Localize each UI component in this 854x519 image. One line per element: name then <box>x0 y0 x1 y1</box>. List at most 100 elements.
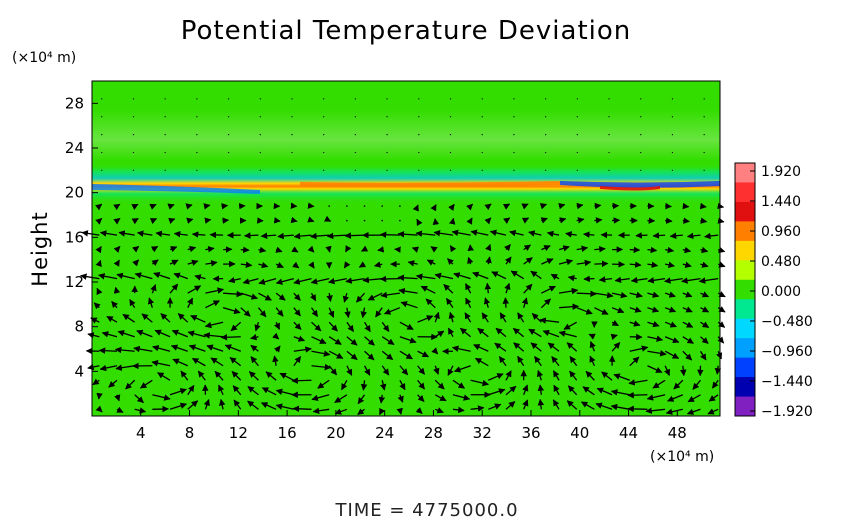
wind-vector-dot <box>576 98 578 100</box>
wind-vector <box>611 319 619 327</box>
wind-vector <box>205 260 218 267</box>
wind-vector-dot <box>608 169 610 171</box>
wind-vector <box>136 230 153 237</box>
wind-vector <box>536 369 544 381</box>
wind-vector <box>714 365 722 375</box>
wind-vector <box>558 303 579 310</box>
wind-vector <box>627 391 648 399</box>
wind-vector <box>415 230 436 237</box>
wind-vector-dot <box>101 134 103 136</box>
wind-vector <box>360 380 368 391</box>
wind-vector <box>415 273 436 280</box>
wind-vector-dot <box>259 169 261 171</box>
wind-vector-dot <box>259 134 261 136</box>
wind-vector-dot <box>481 151 483 154</box>
wind-vector <box>551 356 560 367</box>
wind-vector-dot <box>671 116 674 118</box>
wind-vector <box>188 344 206 352</box>
wind-vector <box>362 276 383 284</box>
wind-vector-dot <box>227 134 230 136</box>
wind-vector <box>558 217 567 224</box>
wind-vector-dot <box>703 169 705 171</box>
wind-vector <box>682 321 694 328</box>
wind-vector <box>265 371 277 381</box>
wind-vector <box>153 271 171 280</box>
wind-vector <box>275 262 284 268</box>
wind-vector <box>155 230 171 238</box>
wind-vector <box>517 312 525 323</box>
wind-vector <box>502 203 511 210</box>
wind-vector <box>292 405 312 413</box>
colorbar-tick-label: −0.960 <box>761 344 813 360</box>
wind-vector <box>502 297 509 308</box>
wind-vector <box>108 379 118 388</box>
wind-vector <box>569 355 578 367</box>
wind-vector-dot <box>291 169 293 171</box>
wind-vector-dot <box>513 151 515 154</box>
wind-vector-dot <box>481 134 483 136</box>
wind-vector <box>425 298 436 309</box>
wind-vector <box>342 292 350 303</box>
wind-vector <box>540 298 551 309</box>
wind-vector-dot <box>196 169 198 171</box>
wind-vector <box>129 299 136 309</box>
wind-vector <box>151 359 171 367</box>
wind-vector <box>149 203 157 210</box>
wind-vector <box>682 291 693 298</box>
wind-vector <box>396 407 403 415</box>
wind-vector-dot <box>640 134 642 136</box>
wind-vector-dot <box>291 151 293 154</box>
wind-vector-dot <box>608 116 610 118</box>
wind-vector <box>686 232 701 240</box>
x-tick-label: 44 <box>619 424 638 442</box>
wind-vector <box>307 216 315 223</box>
wind-vector <box>558 287 579 295</box>
wind-vector <box>381 336 395 346</box>
wind-vector <box>647 277 666 284</box>
plot-frame <box>91 80 721 417</box>
wind-vector <box>567 385 578 396</box>
wind-vector <box>187 259 199 266</box>
wind-vector <box>717 261 726 268</box>
colorbar-segment <box>735 279 755 300</box>
wind-vector <box>681 277 701 284</box>
wind-vector <box>169 402 188 410</box>
wind-vector-dot <box>227 116 230 118</box>
wind-vector <box>635 232 648 239</box>
wind-vector <box>134 272 153 280</box>
y-axis: 4 8 12 16 20 24 28 <box>65 94 98 380</box>
wind-vector-dot <box>608 98 610 100</box>
wind-vector <box>539 317 560 324</box>
wind-vector <box>629 291 643 299</box>
wind-vector <box>186 297 194 308</box>
wind-vector <box>647 306 660 313</box>
wind-vector <box>98 347 118 354</box>
wind-vector <box>293 278 312 285</box>
wind-vector <box>205 300 220 309</box>
wind-vector <box>399 365 409 376</box>
wind-vector <box>206 344 224 352</box>
wind-vector <box>346 365 353 376</box>
colorbar-segment <box>735 163 755 183</box>
wind-vector <box>583 231 595 238</box>
wind-vector <box>205 287 225 294</box>
wind-vector <box>700 321 710 329</box>
y-tick-label: 16 <box>65 228 84 246</box>
wind-vector-dot <box>513 134 515 136</box>
wind-vector-dot <box>164 169 166 171</box>
wind-vector <box>700 291 710 298</box>
wind-vector <box>381 350 394 361</box>
wind-vector-dot <box>363 219 366 222</box>
wind-vector <box>513 342 525 352</box>
colorbar-tick-label: −1.920 <box>761 404 813 420</box>
wind-vector <box>664 321 677 328</box>
wind-vector <box>151 259 159 266</box>
wind-vector <box>717 217 725 224</box>
wind-vector <box>116 272 135 280</box>
wind-vector <box>317 379 330 389</box>
colorbar-tick-label: 0.480 <box>761 254 801 270</box>
wind-vector <box>293 356 302 367</box>
wind-vector-dot <box>328 205 330 207</box>
wind-vector <box>552 370 560 381</box>
wind-vector <box>433 311 440 323</box>
